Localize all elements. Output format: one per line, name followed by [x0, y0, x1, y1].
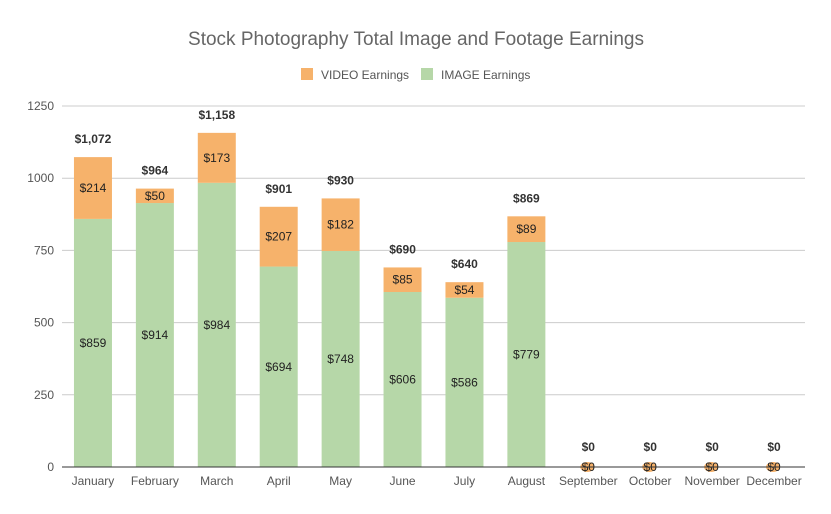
total-value-label: $901	[265, 182, 292, 196]
video-bar-segment	[507, 216, 546, 243]
y-tick-label: 1250	[27, 99, 54, 113]
video-bar-segment	[383, 267, 422, 292]
video-value-label: $85	[393, 273, 413, 287]
image-bar-segment	[73, 218, 112, 467]
y-axis: 0 250 500 750 1000 1250	[27, 99, 54, 474]
total-value-label: $640	[451, 257, 478, 271]
image-value-label: $748	[327, 352, 354, 366]
total-value-label: $1,158	[198, 108, 235, 122]
x-tick-label: October	[629, 474, 672, 488]
video-value-label: $54	[454, 283, 474, 297]
y-tick-label: 750	[34, 243, 54, 257]
image-bar-segment	[135, 203, 174, 467]
x-tick-label: April	[267, 474, 291, 488]
image-bar-segment	[321, 250, 360, 467]
total-value-label: $1,072	[75, 132, 112, 146]
video-value-label: $182	[327, 218, 354, 232]
x-tick-label: December	[746, 474, 801, 488]
image-bar-segment	[383, 291, 422, 467]
video-bar-segment	[321, 198, 360, 251]
video-value-label: $214	[80, 181, 107, 195]
image-bar-segment	[197, 182, 236, 467]
image-value-label: $694	[265, 360, 292, 374]
image-value-label: $984	[203, 318, 230, 332]
video-value-label: $173	[203, 151, 230, 165]
legend-swatch	[301, 68, 313, 80]
legend-label: VIDEO Earnings	[321, 68, 409, 82]
video-bar-segment	[197, 132, 236, 183]
x-tick-label: March	[200, 474, 233, 488]
x-axis: January February March April May June July Augu…	[62, 466, 805, 488]
video-value-label: $89	[516, 222, 536, 236]
image-bar-segment	[445, 297, 484, 467]
total-value-label: $690	[389, 242, 416, 256]
image-value-label: $606	[389, 372, 416, 386]
x-tick-label: February	[131, 474, 179, 488]
x-tick-label: January	[72, 474, 115, 488]
x-tick-label: November	[684, 474, 739, 488]
image-value-label: $586	[451, 375, 478, 389]
y-tick-label: 500	[34, 316, 54, 330]
total-value-label: $0	[767, 440, 781, 454]
x-tick-label: July	[454, 474, 475, 488]
video-value-label: $207	[265, 230, 292, 244]
legend-label: IMAGE Earnings	[441, 68, 530, 82]
y-tick-label: 0	[47, 460, 54, 474]
video-bar-segment	[135, 188, 174, 204]
total-value-label: $0	[644, 440, 658, 454]
x-tick-label: June	[390, 474, 416, 488]
video-value-label: $50	[145, 189, 165, 203]
total-value-label: $0	[582, 440, 596, 454]
gridlines	[62, 105, 805, 396]
y-tick-label: 1000	[27, 171, 54, 185]
total-value-label: $964	[142, 164, 169, 178]
total-value-label: $930	[327, 173, 354, 187]
total-value-label: $0	[705, 440, 719, 454]
image-value-label: $859	[80, 336, 107, 350]
bars: $859 $214 $1,072 $914 $50 $964 $984 $173 $1,158 $…	[73, 108, 781, 474]
legend-swatch	[421, 68, 433, 80]
chart-title: Stock Photography Total Image and Footag…	[188, 29, 644, 50]
image-value-label: $914	[142, 328, 169, 342]
y-tick-label: 250	[34, 388, 54, 402]
total-value-label: $869	[513, 191, 540, 205]
video-bar-segment	[259, 206, 298, 267]
image-bar-segment	[259, 266, 298, 467]
x-tick-label: May	[329, 474, 352, 488]
video-bar-segment	[445, 282, 484, 298]
video-bar-segment	[73, 157, 112, 219]
image-bar-segment	[507, 242, 546, 467]
image-value-label: $779	[513, 348, 540, 362]
x-tick-label: September	[559, 474, 618, 488]
x-tick-label: August	[508, 474, 546, 488]
legend: VIDEO Earnings IMAGE Earnings	[301, 68, 530, 82]
